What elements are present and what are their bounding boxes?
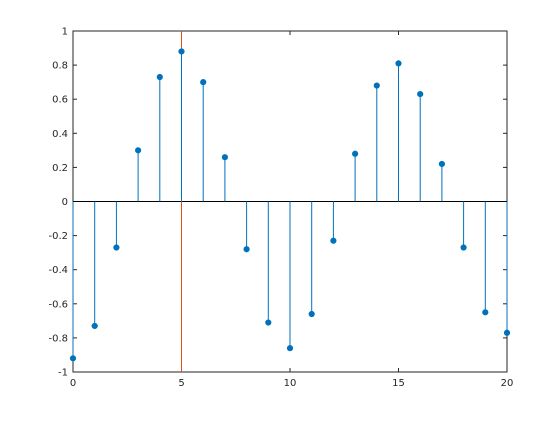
stem-marker: [243, 246, 250, 253]
y-tick-label: 0.6: [52, 95, 68, 106]
x-axis: 0 5 10 15 20: [70, 31, 514, 389]
x-tick-label: 15: [392, 378, 405, 389]
stem-marker: [286, 345, 294, 352]
stem-marker: [69, 355, 77, 362]
stem-marker: [135, 147, 142, 154]
stem-marker: [308, 310, 315, 318]
x-tick-label: 5: [178, 378, 184, 389]
y-axis: -1 -0.8 -0.6 -0.4 -0.2 0 0.2 0.4 0.6 0.8 1: [48, 27, 507, 379]
stem-marker: [265, 319, 272, 326]
stem-marker: [200, 79, 207, 86]
stems-layer: [72, 51, 508, 359]
stem-marker: [352, 150, 359, 157]
stem-marker: [178, 48, 185, 55]
stem-marker: [395, 60, 402, 67]
stem-marker: [91, 322, 98, 330]
stem-marker: [503, 329, 511, 336]
stem-marker: [221, 154, 228, 161]
y-tick-label: -0.2: [48, 231, 68, 242]
stem-marker: [482, 309, 489, 316]
y-tick-label: 0.8: [52, 61, 68, 72]
y-tick-label: -0.6: [48, 299, 68, 310]
stem-marker: [460, 244, 467, 251]
x-tick-label: 10: [284, 378, 297, 389]
y-tick-label: -0.8: [48, 333, 68, 344]
y-tick-label: -1: [58, 368, 68, 379]
stem-marker: [417, 90, 424, 98]
stem-marker: [438, 160, 445, 168]
stem-marker: [156, 73, 163, 81]
y-tick-label: 1: [62, 27, 68, 38]
x-tick-label: 0: [70, 378, 76, 389]
y-tick-label: -0.4: [48, 265, 68, 276]
y-tick-label: 0.2: [52, 163, 68, 174]
y-tick-label: 0: [62, 197, 68, 208]
x-tick-label: 20: [501, 378, 514, 389]
stem-marker: [373, 82, 380, 89]
y-tick-label: 0.4: [52, 129, 68, 140]
markers-layer: [69, 48, 511, 362]
stem-marker: [330, 237, 337, 244]
stem-marker: [113, 244, 120, 251]
